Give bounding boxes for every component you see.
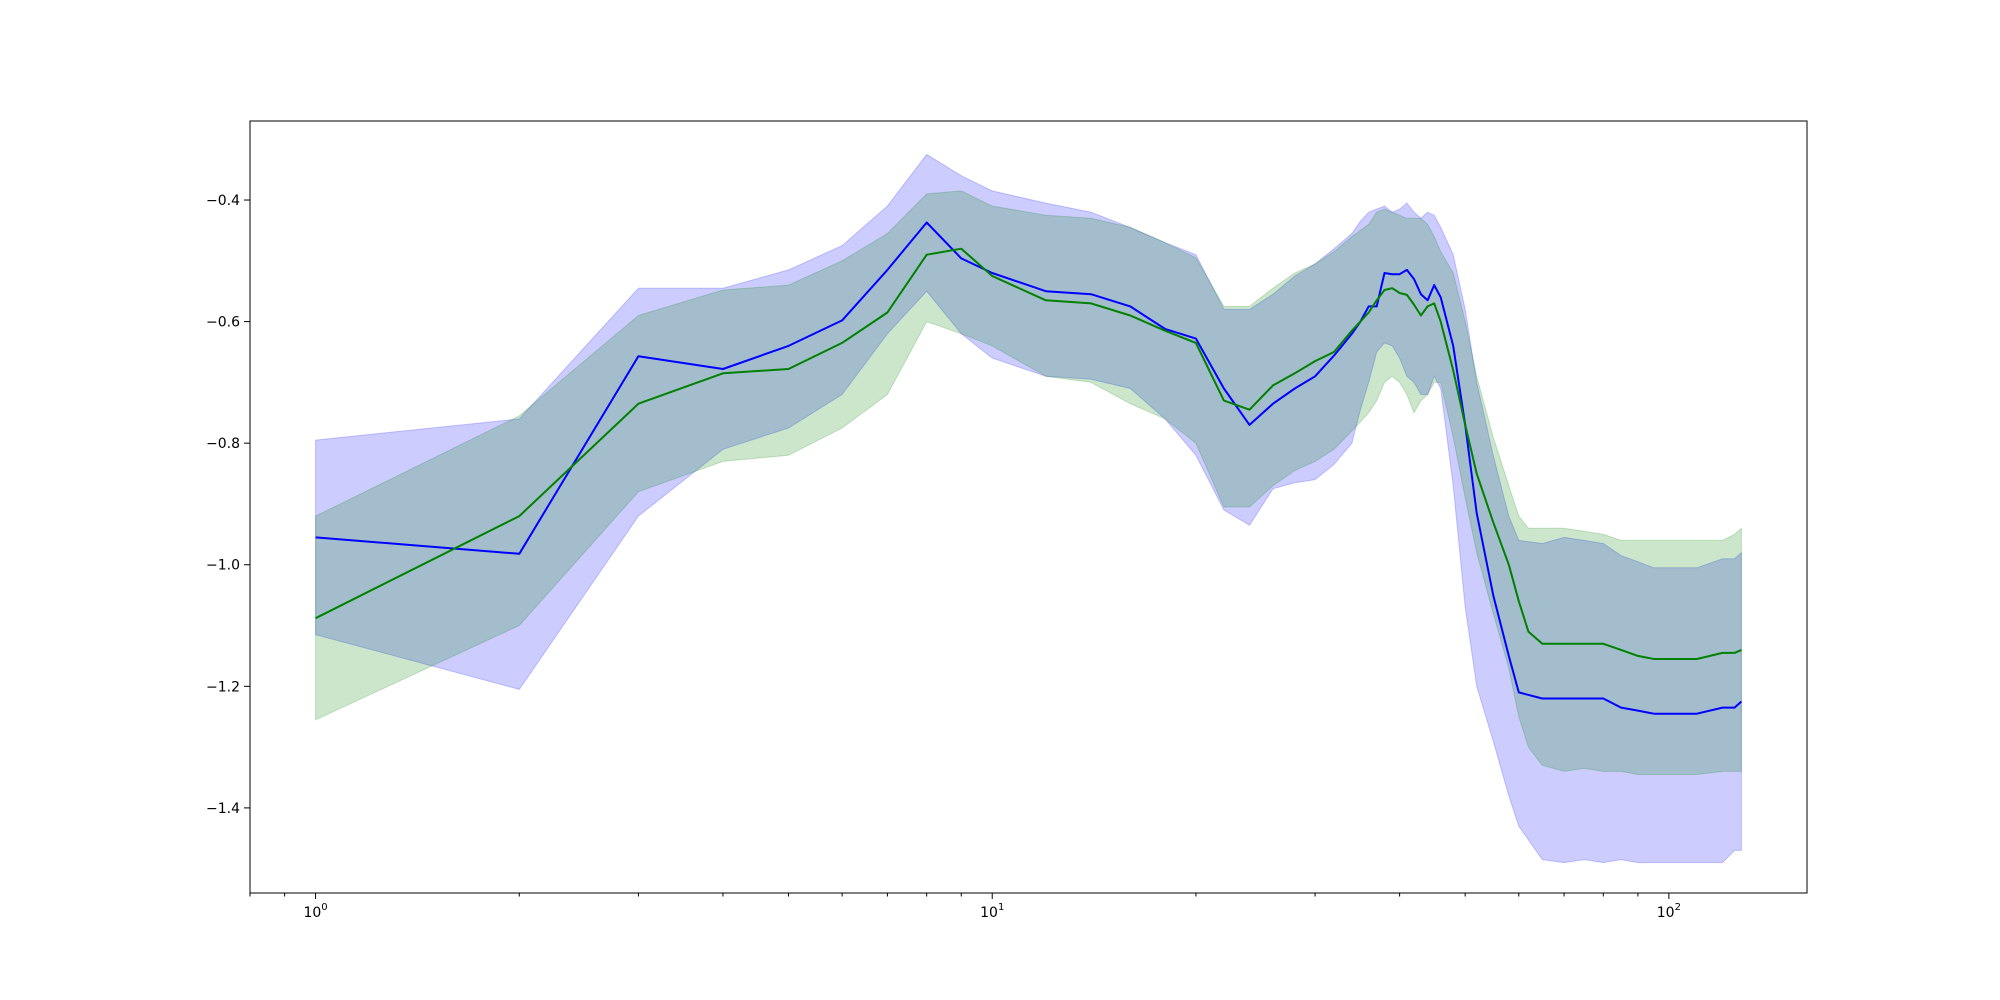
y-tick-label: −1.4 [206, 801, 240, 817]
x-tick-label: 100 [303, 902, 327, 921]
x-tick-label: 101 [980, 902, 1004, 921]
plot-frame [249, 120, 1808, 894]
line-series-0 [315, 221, 1743, 715]
x-tick-label: 102 [1657, 902, 1681, 921]
y-tick-label: −0.4 [206, 193, 240, 209]
series-lines [315, 221, 1743, 715]
line-series-1 [315, 247, 1742, 660]
confidence-bands [315, 153, 1742, 864]
y-tick-label: −0.6 [206, 315, 240, 331]
band-series-0 [315, 153, 1742, 864]
x-axis: 100 101 102 [249, 893, 1681, 921]
y-tick-label: −1.2 [206, 679, 240, 695]
y-axis: −0.4 −0.6 −0.8 −1.0 −1.2 −1.4 [206, 193, 250, 817]
band-series-1 [315, 190, 1742, 775]
y-tick-label: −0.8 [206, 436, 240, 452]
y-tick-label: −1.0 [206, 558, 240, 574]
